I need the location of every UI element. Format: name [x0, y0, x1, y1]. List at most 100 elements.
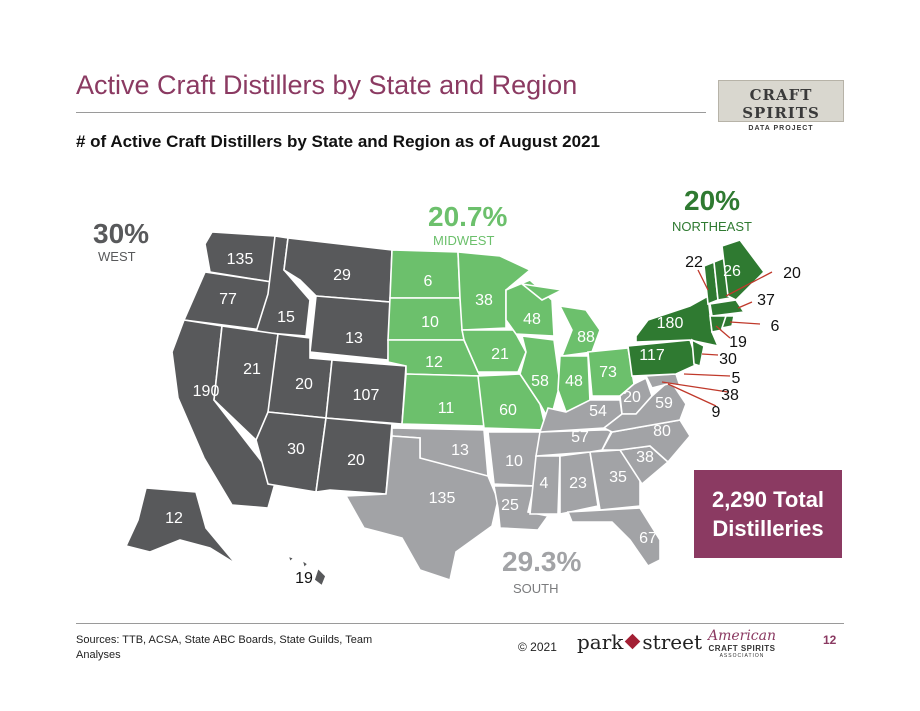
- state-nm[interactable]: [315, 417, 393, 495]
- label-ak: 12: [165, 510, 183, 527]
- label-ca: 190: [193, 383, 220, 400]
- midwest-percent: 20.7%: [428, 201, 508, 232]
- label-mt: 29: [333, 267, 351, 284]
- leader-nj: [701, 353, 719, 356]
- label-wi: 48: [523, 311, 541, 328]
- south-percent: 29.3%: [502, 546, 582, 577]
- diamond-icon: [625, 633, 641, 650]
- region-midwest: [387, 249, 635, 431]
- state-tn[interactable]: [535, 429, 614, 457]
- state-hi[interactable]: [286, 554, 327, 588]
- label-sc: 38: [636, 449, 654, 466]
- label-ct: 19: [729, 334, 747, 351]
- label-dc: 38: [721, 387, 739, 404]
- northeast-percent: 20%: [684, 185, 741, 216]
- state-tx[interactable]: [344, 435, 499, 582]
- region-northeast: [627, 239, 766, 377]
- label-oh: 73: [599, 364, 617, 381]
- label-mi: 88: [577, 329, 595, 346]
- acsa-line-2: CRAFT SPIRITS: [708, 644, 776, 653]
- label-va: 59: [655, 395, 673, 412]
- logo-line-1: CRAFT SPIRITS: [742, 86, 820, 122]
- logo-line-2: DATA PROJECT: [748, 125, 814, 132]
- callout-lines: [661, 269, 773, 407]
- state-il[interactable]: [519, 335, 561, 425]
- label-in: 48: [565, 373, 583, 390]
- label-de: 5: [732, 370, 741, 387]
- acsa-line-1: American: [707, 628, 777, 644]
- label-id: 15: [277, 309, 295, 326]
- label-ma: 37: [757, 292, 775, 309]
- state-nh[interactable]: [713, 256, 731, 301]
- label-me: 26: [723, 263, 741, 280]
- park-street-left: park: [577, 630, 624, 654]
- state-ma[interactable]: [709, 299, 746, 317]
- state-ms[interactable]: [529, 455, 561, 515]
- label-co: 107: [353, 387, 380, 404]
- state-nj[interactable]: [691, 338, 705, 368]
- label-md: 9: [712, 404, 721, 421]
- state-ak[interactable]: [124, 487, 237, 565]
- label-wy: 13: [345, 330, 363, 347]
- total-line-1: 2,290 Total: [711, 487, 825, 512]
- label-mo: 60: [499, 402, 517, 419]
- state-or[interactable]: [182, 271, 273, 331]
- leader-vt: [697, 269, 709, 291]
- label-pa: 117: [639, 347, 665, 364]
- state-ri[interactable]: [720, 315, 735, 330]
- state-me[interactable]: [721, 239, 766, 301]
- leader-md: [667, 383, 717, 407]
- label-az: 30: [287, 441, 305, 458]
- label-il: 58: [531, 373, 549, 390]
- leader-de: [683, 373, 731, 377]
- total-line-2: Distilleries: [712, 516, 824, 541]
- label-tn: 57: [571, 429, 589, 446]
- label-la: 25: [501, 497, 519, 514]
- label-ok: 13: [451, 442, 469, 459]
- label-nv: 21: [243, 361, 261, 378]
- west-percent: 30%: [93, 218, 150, 249]
- label-ri: 6: [771, 318, 780, 335]
- label-nm: 20: [347, 452, 365, 469]
- west-label: WEST: [98, 249, 136, 264]
- label-ny: 180: [657, 315, 684, 332]
- acsa-logo: American CRAFT SPIRITS ASSOCIATION: [706, 628, 778, 659]
- label-hi: 19: [295, 570, 313, 587]
- label-nc: 80: [653, 423, 671, 440]
- label-ne: 12: [425, 354, 443, 371]
- label-mn: 38: [475, 292, 493, 309]
- title-divider: [76, 112, 706, 113]
- midwest-label: MIDWEST: [433, 233, 495, 248]
- state-fl[interactable]: [566, 507, 661, 568]
- label-ut: 20: [295, 376, 313, 393]
- state-az[interactable]: [255, 411, 327, 493]
- region-south: [344, 373, 691, 582]
- label-fl: 67: [639, 530, 657, 547]
- page-number: 12: [823, 633, 837, 647]
- leader-ct: [715, 325, 731, 339]
- leader-dc: [661, 381, 729, 393]
- label-ia: 21: [491, 346, 509, 363]
- label-tx: 135: [429, 490, 456, 507]
- park-street-right: street: [642, 630, 702, 654]
- label-ga: 35: [609, 469, 627, 486]
- label-ar: 10: [505, 453, 523, 470]
- park-street-logo: park street: [577, 630, 702, 654]
- map-subtitle: # of Active Craft Distillers by State an…: [76, 132, 600, 151]
- label-wv: 20: [623, 389, 641, 406]
- leader-ma: [737, 301, 753, 309]
- state-md[interactable]: [644, 373, 682, 389]
- leader-ri: [729, 321, 761, 325]
- total-distilleries-box: 2,290 Total Distilleries: [694, 470, 842, 558]
- leader-nh: [725, 271, 773, 297]
- northeast-label: NORTHEAST: [672, 219, 752, 234]
- label-ky: 54: [589, 403, 607, 420]
- label-or: 77: [219, 291, 237, 308]
- footer-divider: [76, 623, 844, 624]
- state-labels: 135 77 190 15 21 29 13 20 107 30 20 12 6…: [165, 251, 741, 547]
- state-wy[interactable]: [309, 295, 391, 361]
- label-wa: 135: [227, 251, 254, 268]
- copyright: © 2021: [518, 640, 557, 654]
- label-nd: 6: [424, 273, 433, 290]
